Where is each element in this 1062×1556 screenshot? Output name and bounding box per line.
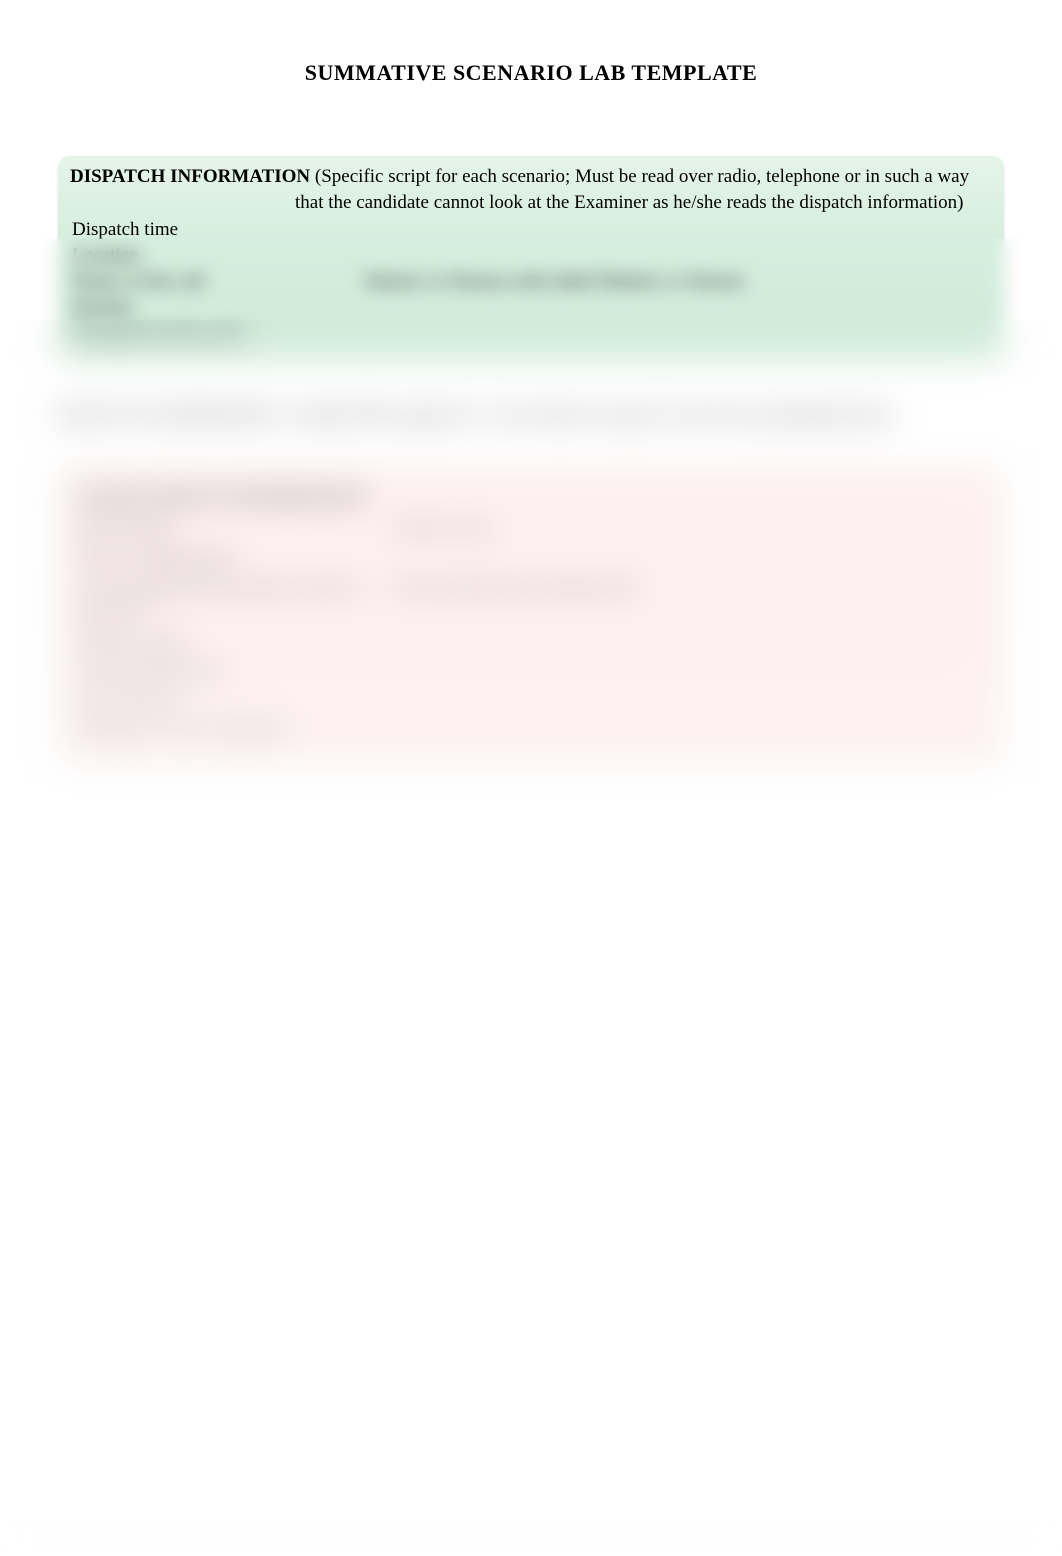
scene-row-label: Scene considerations bbox=[74, 544, 384, 572]
scene-heading: SCENE SURVEY INFORMATION bbox=[74, 484, 384, 512]
scene-block: SCENE SURVEY INFORMATION Scene safety Sc… bbox=[58, 466, 1004, 764]
scene-row-value bbox=[384, 686, 988, 714]
scene-row-value bbox=[384, 716, 988, 744]
dispatch-grid: Dispatch time Location Nature of the cal… bbox=[70, 217, 992, 347]
scene-row-value bbox=[384, 544, 988, 572]
dispatch-row-label: Location bbox=[70, 243, 355, 269]
dispatch-header: DISPATCH INFORMATION (Specific script fo… bbox=[70, 164, 992, 215]
scene-row-value: Scene is safe bbox=[384, 514, 988, 542]
scene-row-label: As you approach the patient, what do you… bbox=[74, 574, 384, 624]
page-title: SUMMATIVE SCENARIO LAB TEMPLATE bbox=[50, 60, 1012, 86]
dispatch-row-label: Personnel on the scene bbox=[70, 321, 355, 347]
page: SUMMATIVE SCENARIO LAB TEMPLATE DISPATCH… bbox=[0, 0, 1062, 1556]
scene-row-value bbox=[384, 656, 988, 684]
dispatch-heading-note-2: that the candidate cannot look at the Ex… bbox=[70, 190, 992, 216]
scene-row-label: Environment bbox=[74, 686, 384, 714]
scene-row-value bbox=[384, 626, 988, 654]
scene-row-label: Findings / Chief Complaint bbox=[74, 716, 384, 744]
scene-row-value: Pale and ashen and clammy (ill) bbox=[384, 574, 988, 624]
dispatch-row-label: Dispatch time bbox=[70, 217, 355, 243]
scene-row-label: Scene safety bbox=[74, 514, 384, 542]
dispatch-row-value: Patient c/o Nausea with Adult Diabetic w… bbox=[355, 269, 992, 295]
scene-row-label: General Impression bbox=[74, 656, 384, 684]
dispatch-heading-bold: DISPATCH INFORMATION bbox=[70, 166, 310, 187]
mid-instruction: READ TO EXAMINATION – Briefly PPE requir… bbox=[60, 403, 1002, 430]
dispatch-row-value bbox=[355, 217, 992, 243]
dispatch-row-label: Weather bbox=[70, 295, 355, 321]
dispatch-row-value bbox=[355, 243, 992, 269]
dispatch-row-label: Nature of the call bbox=[70, 269, 355, 295]
dispatch-heading-note-1: (Specific script for each scenario; Must… bbox=[310, 166, 969, 187]
dispatch-row-value bbox=[355, 295, 992, 321]
scene-heading-spacer bbox=[384, 484, 988, 512]
scene-grid: SCENE SURVEY INFORMATION Scene safety Sc… bbox=[74, 484, 988, 744]
scene-row-label: Patient's name bbox=[74, 626, 384, 654]
dispatch-block: DISPATCH INFORMATION (Specific script fo… bbox=[58, 156, 1004, 359]
blur-overlay bbox=[0, 238, 1062, 1556]
page-number: 2 of 5 bbox=[952, 1441, 992, 1461]
dispatch-row-value bbox=[355, 321, 992, 347]
